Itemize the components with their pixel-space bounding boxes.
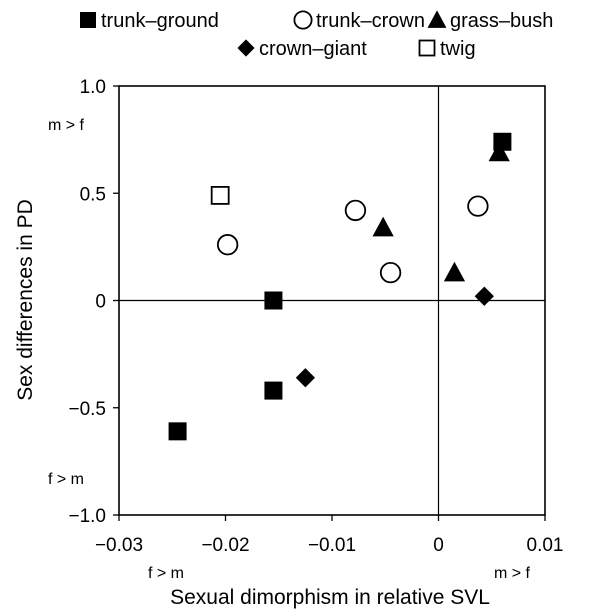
y-tick-label: −1.0 xyxy=(68,506,106,527)
legend-label: trunk–ground xyxy=(101,10,219,32)
data-point-square xyxy=(264,381,283,400)
annotation-y-high: m > f xyxy=(48,117,85,134)
x-tick-label: 0.01 xyxy=(527,535,564,556)
legend-marker-triangle xyxy=(427,10,447,28)
annotation-x-low: f > m xyxy=(148,565,184,582)
data-point-circle xyxy=(379,261,402,284)
data-point-diamond xyxy=(295,368,316,388)
legend-marker-square xyxy=(80,12,96,28)
data-point-triangle xyxy=(488,141,510,162)
annotation-x-high: m > f xyxy=(494,565,531,582)
annotation-y-low: f > m xyxy=(48,471,84,488)
y-tick-label: −0.5 xyxy=(68,399,106,420)
x-tick-label: −0.02 xyxy=(201,535,249,556)
data-point-circle xyxy=(344,199,367,222)
x-tick-label: −0.01 xyxy=(308,535,356,556)
legend: trunk–ground trunk–crown grass–bush crown–g… xyxy=(80,10,553,60)
y-tick-label: 0.5 xyxy=(80,184,106,205)
y-tick-label: 1.0 xyxy=(80,77,106,98)
data-point-circle xyxy=(467,195,489,217)
legend-label: crown–giant xyxy=(259,38,367,60)
legend-label: trunk–crown xyxy=(316,10,425,32)
data-point-diamond xyxy=(474,286,494,306)
axis-ticks: −0.03 −0.02 −0.01 0 0.01 1.0 0.5 0 −0.5 −1.0 xyxy=(68,77,563,556)
legend-marker-circle xyxy=(293,10,313,30)
x-tick-label: 0 xyxy=(433,535,444,556)
data-point-circle xyxy=(216,234,239,256)
legend-label: twig xyxy=(440,38,476,60)
y-axis-label: Sex differences in PD xyxy=(14,199,37,401)
data-point-square xyxy=(210,185,230,205)
data-point-square xyxy=(264,291,283,310)
y-tick-label: 0 xyxy=(95,292,106,313)
legend-marker-square xyxy=(418,39,436,57)
data-points xyxy=(168,132,512,441)
x-tick-label: −0.03 xyxy=(95,535,143,556)
legend-marker-diamond xyxy=(237,39,255,57)
data-point-triangle xyxy=(443,261,466,282)
x-axis-label: Sexual dimorphism in relative SVL xyxy=(170,586,490,609)
legend-label: grass–bush xyxy=(450,10,553,32)
data-point-triangle xyxy=(372,216,394,237)
data-point-square xyxy=(168,422,187,441)
